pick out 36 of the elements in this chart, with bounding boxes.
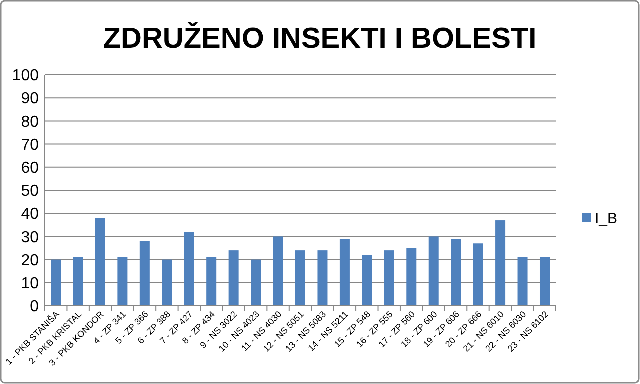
y-tick-label: 100	[12, 68, 40, 85]
bar	[406, 248, 417, 306]
bar	[73, 257, 84, 306]
bar	[428, 236, 439, 306]
y-tick-label: 0	[30, 298, 40, 316]
bar	[518, 257, 528, 306]
bar	[340, 239, 350, 306]
y-tick-label: 10	[21, 276, 40, 292]
bar	[496, 220, 506, 306]
bar	[184, 232, 194, 306]
bar	[473, 244, 484, 306]
y-tick-label: 50	[21, 183, 40, 200]
bar	[296, 250, 306, 306]
bar	[140, 241, 150, 306]
y-tick-label: 40	[21, 206, 40, 224]
legend-label: I_B	[595, 210, 618, 228]
bar	[51, 260, 62, 306]
bar	[228, 250, 239, 306]
bar	[540, 257, 550, 306]
y-tick-label: 20	[21, 252, 40, 270]
bar	[451, 239, 462, 306]
bar	[118, 257, 128, 306]
bar	[273, 236, 284, 306]
y-tick-label: 90	[21, 90, 40, 108]
y-tick-label: 70	[21, 136, 40, 154]
y-tick-label: 60	[21, 160, 40, 177]
bar	[206, 257, 217, 306]
chart-title: ZDRUŽENO INSEKTI I BOLESTI	[103, 22, 537, 55]
bar	[251, 260, 262, 306]
bar	[362, 255, 372, 306]
y-tick-label: 80	[21, 114, 40, 131]
bar	[162, 260, 172, 306]
bar	[95, 218, 106, 306]
bar	[384, 250, 394, 306]
bar	[318, 250, 328, 306]
y-tick-label: 30	[21, 229, 40, 246]
